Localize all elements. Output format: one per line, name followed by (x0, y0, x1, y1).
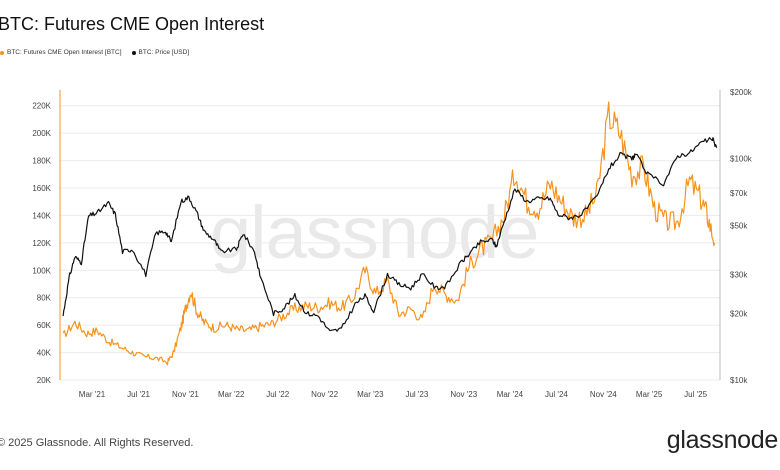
y-left-tick-label: 120K (32, 239, 51, 248)
x-tick-label: Jul '23 (405, 390, 428, 399)
x-tick-label: Jul '24 (545, 390, 568, 399)
legend-label-price: BTC: Price [USD] (138, 49, 190, 56)
copyright-text: © 2025 Glassnode. All Rights Reserved. (0, 437, 194, 449)
y-left-tick-label: 80K (37, 294, 52, 303)
y-left-tick-label: 40K (37, 349, 52, 358)
x-tick-label: Jul '21 (127, 390, 150, 399)
y-left-tick-label: 220K (32, 102, 51, 111)
x-tick-label: Mar '23 (357, 390, 384, 399)
series-open-interest-line (62, 101, 716, 366)
legend-swatch-orange (0, 50, 4, 55)
legend-swatch-black (131, 50, 136, 55)
legend-item-price[interactable]: BTC: Price [USD] (131, 49, 190, 56)
x-tick-label: Nov '23 (450, 390, 477, 399)
x-tick-label: Mar '21 (79, 390, 106, 399)
y-left-tick-label: 60K (37, 321, 52, 330)
watermark-logo: glassnode (210, 191, 539, 274)
series-price-line (62, 137, 718, 332)
y-right-tick-label: $50k (730, 221, 748, 230)
legend-item-open-interest[interactable]: BTC: Futures CME Open Interest [BTC] (0, 49, 122, 56)
y-right-tick-label: $10k (730, 376, 748, 385)
y-right-tick-label: $30k (730, 270, 748, 279)
legend-label-open-interest: BTC: Futures CME Open Interest [BTC] (7, 49, 122, 56)
x-tick-label: Mar '25 (636, 390, 663, 399)
chart-title: BTC: Futures CME Open Interest (0, 14, 265, 34)
x-tick-label: Nov '21 (172, 390, 199, 399)
y-right-tick-label: $200k (730, 88, 753, 97)
y-left-tick-label: 140K (32, 211, 51, 220)
y-right-tick-label: $70k (730, 189, 748, 198)
chart-legend: BTC: Futures CME Open Interest [BTC] BTC… (0, 49, 189, 56)
y-left-tick-label: 20K (37, 376, 52, 385)
y-left-tick-label: 180K (32, 157, 51, 166)
x-tick-label: Mar '24 (497, 390, 524, 399)
y-left-tick-label: 200K (32, 129, 51, 138)
brand-logo: glassnode (666, 426, 779, 454)
x-tick-label: Mar '22 (218, 390, 245, 399)
y-right-tick-label: $20k (730, 309, 748, 318)
y-left-tick-label: 160K (32, 184, 51, 193)
y-left-tick-label: 100K (32, 266, 51, 275)
x-tick-label: Jul '22 (266, 390, 289, 399)
y-right-tick-label: $100k (730, 155, 753, 164)
x-tick-label: Jul '25 (684, 390, 707, 399)
x-tick-label: Nov '24 (590, 390, 617, 399)
x-tick-label: Nov '22 (311, 390, 338, 399)
